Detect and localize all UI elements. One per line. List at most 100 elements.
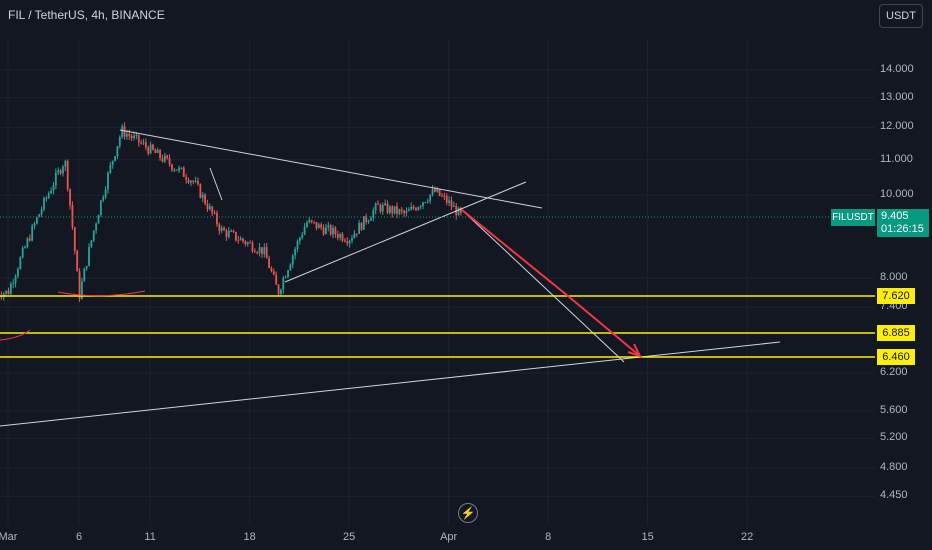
candle-body xyxy=(396,206,398,214)
candle-body xyxy=(218,224,221,231)
candle-body xyxy=(52,185,55,191)
candle-body xyxy=(227,231,230,237)
candle-body xyxy=(104,189,107,198)
candle-body xyxy=(83,268,86,282)
support-curve-mark xyxy=(57,290,146,297)
price-axis-label: 5.600 xyxy=(880,403,908,416)
candle-body xyxy=(171,164,173,170)
candle-body xyxy=(317,224,320,229)
candle-body xyxy=(147,147,150,154)
candle-body xyxy=(422,202,424,207)
candle-body xyxy=(275,274,278,285)
price-axis-label: 11.000 xyxy=(880,152,913,165)
candle-body xyxy=(28,238,31,241)
candle-body xyxy=(199,184,202,198)
price-axis-label: 4.450 xyxy=(880,489,908,502)
candle-body xyxy=(95,223,98,231)
forecast-arrow xyxy=(461,209,641,357)
candle-body xyxy=(24,246,26,248)
candle-body xyxy=(73,227,76,251)
candle-body xyxy=(313,221,315,223)
candle-body xyxy=(211,206,214,213)
candle-body xyxy=(246,242,249,245)
candle-body xyxy=(341,234,344,241)
time-axis-label: 15 xyxy=(641,531,654,543)
projection-line xyxy=(461,209,625,363)
candle-body xyxy=(398,209,401,214)
candle-body xyxy=(45,197,48,199)
candle-body xyxy=(348,240,351,244)
candle-body xyxy=(142,142,145,144)
candle-body xyxy=(99,200,102,216)
time-axis-label: 25 xyxy=(343,531,356,543)
candle-body xyxy=(173,169,176,171)
candle-body xyxy=(116,146,119,157)
candle-body xyxy=(424,202,427,204)
candle-body xyxy=(223,227,225,231)
candle-body xyxy=(403,210,406,214)
price-axis-label: 5.200 xyxy=(880,431,908,444)
candle-body xyxy=(351,238,353,241)
candle-body xyxy=(69,188,71,206)
candle-body xyxy=(450,200,453,207)
candle-body xyxy=(434,189,436,192)
candle-body xyxy=(21,247,24,258)
candle-body xyxy=(412,206,415,209)
candle-body xyxy=(85,265,88,269)
candle-body xyxy=(213,212,216,214)
candle-body xyxy=(320,224,323,228)
candle-body xyxy=(180,167,183,169)
currency-button[interactable]: USDT xyxy=(879,4,923,28)
candle-body xyxy=(374,203,377,211)
candle-body xyxy=(370,218,372,221)
candle-body xyxy=(360,222,363,230)
candle-body xyxy=(391,206,394,214)
candle-body xyxy=(244,241,247,245)
candle-body xyxy=(90,240,93,247)
candle-body xyxy=(287,270,289,277)
candle-body xyxy=(289,264,292,271)
candle-body xyxy=(208,206,211,210)
candle-body xyxy=(301,234,304,238)
candle-body xyxy=(329,225,332,235)
candle-body xyxy=(256,252,259,254)
candle-body xyxy=(294,249,297,256)
candle-body xyxy=(133,135,135,139)
time-axis-label: 6 xyxy=(76,531,83,543)
candle-body xyxy=(431,189,434,195)
candle-body xyxy=(438,189,441,196)
candle-body xyxy=(417,207,420,211)
candle-body xyxy=(192,180,195,182)
candle-body xyxy=(31,225,34,241)
candle-body xyxy=(460,207,462,213)
candle-body xyxy=(206,203,209,210)
candle-body xyxy=(410,206,413,210)
candle-body xyxy=(325,227,327,235)
candle-body xyxy=(109,164,112,173)
candle-body xyxy=(204,194,207,204)
candle-body xyxy=(327,225,330,228)
candle-body xyxy=(296,241,299,250)
candle-body xyxy=(135,134,138,136)
candle-body xyxy=(457,207,460,216)
candle-body xyxy=(57,170,60,173)
candle-body xyxy=(355,233,358,235)
candle-body xyxy=(40,209,43,215)
tradingview-logo-icon[interactable]: ⚡ xyxy=(458,503,478,523)
candle-body xyxy=(393,206,396,214)
candle-body xyxy=(111,160,114,165)
candle-body xyxy=(17,268,19,276)
candle-body xyxy=(26,238,29,247)
candle-body xyxy=(71,205,74,228)
candle-body xyxy=(306,222,308,227)
candle-body xyxy=(232,231,235,233)
candle-body xyxy=(128,133,131,136)
candle-body xyxy=(149,144,152,154)
long-support-trendline xyxy=(0,341,781,427)
candle-body xyxy=(362,216,365,230)
candle-body xyxy=(156,149,159,154)
candle-body xyxy=(280,289,282,294)
candle-body xyxy=(452,205,455,207)
candle-body xyxy=(5,290,8,294)
